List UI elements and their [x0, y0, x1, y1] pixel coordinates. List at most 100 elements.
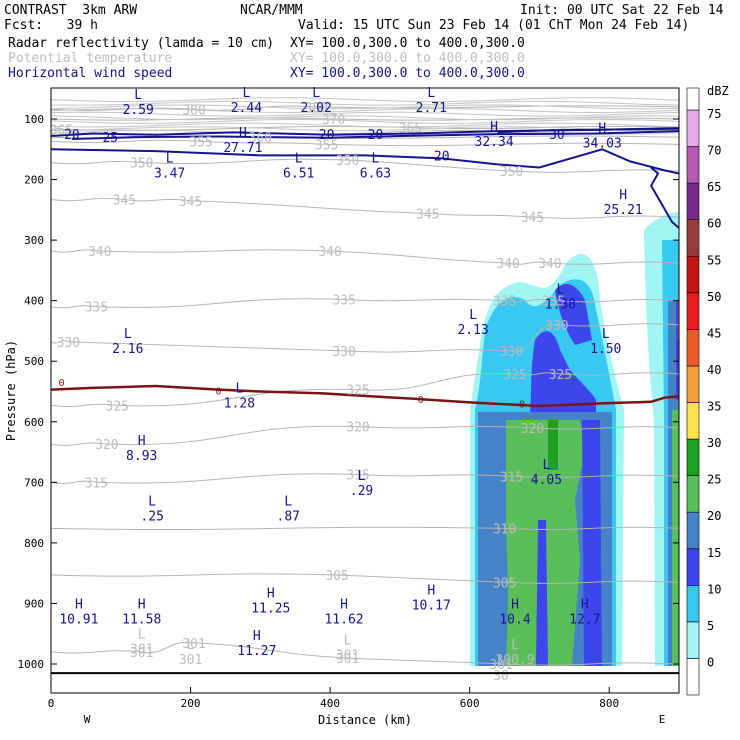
theta-label: 330: [332, 345, 355, 360]
reflectivity-shading: [470, 212, 679, 667]
wind-extremum-marker: L: [556, 282, 564, 297]
wind-extremum-marker: L: [242, 86, 250, 101]
colorbar-swatch: [686, 511, 700, 550]
wind-extremum-marker: H: [619, 188, 627, 203]
colorbar-swatch: [686, 548, 700, 586]
wind-label: 30: [549, 128, 565, 143]
colorbar-tick-label: 20: [707, 509, 721, 523]
theta-label: 335: [85, 301, 108, 316]
theta-extremum-marker: L: [187, 638, 195, 653]
plot-frame: [50, 87, 680, 694]
x-tick-label: 600: [460, 697, 480, 710]
theta-extremum-marker: L: [511, 638, 519, 653]
colorbar-swatch: [686, 585, 700, 623]
theta-label: 315: [85, 476, 108, 491]
theta-extremum-marker: L: [138, 628, 146, 643]
wind-extremum-marker: H: [490, 120, 498, 135]
theta-contour-325: [51, 372, 679, 408]
colorbar-swatch: [686, 402, 700, 440]
wind-contour-25: [71, 130, 679, 140]
freezing-level-label: 0: [215, 386, 221, 397]
colorbar-swatch: [686, 475, 700, 513]
field-wind-name: Horizontal wind speed: [8, 66, 173, 81]
colorbar-swatch: [686, 255, 700, 294]
wind-extremum-marker: L: [543, 458, 551, 473]
theta-contour-320: [51, 425, 679, 446]
y-axis-label: Pressure (hPa): [4, 340, 18, 441]
theta-label: 340: [318, 245, 341, 260]
wind-extremum-value: 10.17: [412, 598, 451, 613]
wind-extremum-marker: L: [295, 152, 303, 167]
wind-extremum-marker: L: [372, 152, 380, 167]
theta-band-line: [51, 115, 679, 121]
theta-extremum-value: 301: [130, 643, 153, 658]
theta-band-line: [51, 126, 679, 132]
theta-band-line: [51, 108, 679, 114]
wind-extremum-value: 11.62: [324, 612, 363, 627]
wind-extremum-marker: H: [581, 597, 589, 612]
colorbar-swatch: [686, 438, 700, 476]
theta-label: 320: [95, 438, 118, 453]
wind-extremum-marker: L: [284, 494, 292, 509]
theta-label: 355: [315, 138, 338, 153]
wind-label: 20: [368, 128, 384, 143]
theta-label: 365: [399, 121, 422, 136]
theta-contour-301: [51, 641, 679, 666]
theta-label: 325: [346, 384, 369, 399]
x-tick-label: 0: [48, 697, 55, 710]
colorbar-tick-label: 75: [707, 107, 721, 121]
wind-extremum-value: 2.16: [112, 342, 143, 357]
colorbar-swatch: [686, 219, 700, 257]
theta-extremum-value: 30: [493, 669, 509, 684]
theta-label: 345: [416, 207, 439, 222]
field-wind-xy: XY= 100.0,300.0 to 400.0,300.0: [290, 66, 525, 81]
theta-label: 380: [304, 101, 327, 116]
theta-extremum-marker: L: [497, 654, 505, 669]
y-tick-label: 900: [24, 597, 44, 610]
echo-15dbz-streak: [536, 520, 548, 666]
wind-extremum-value: 6.63: [360, 167, 391, 182]
wind-extremum-value: 25.21: [604, 203, 643, 218]
theta-label: 345: [521, 211, 544, 226]
theta-label: 330: [500, 345, 523, 360]
theta-contour-345: [51, 197, 679, 219]
wind-label: 20: [319, 128, 335, 143]
colorbar: 0 5 10 15 20 25 30 35 40 45 50 55 60 65 70 75 dBZ: [686, 84, 729, 696]
echo-15dbz-core: [530, 331, 596, 412]
freezing-level-path: [51, 384, 679, 408]
colorbar-swatch: [686, 292, 700, 330]
colorbar-units: dBZ: [707, 84, 729, 98]
wind-extremum-marker: L: [148, 494, 156, 509]
y-tick-label: 400: [24, 295, 44, 308]
init-time: Init: 00 UTC Sat 22 Feb 14: [520, 3, 724, 18]
echo-30dbz: [548, 420, 558, 470]
y-tick-label: 600: [24, 416, 44, 429]
theta-label: 335: [332, 293, 355, 308]
wind-extremum-value: 2.59: [123, 103, 154, 118]
echo-15dbz-strip: [582, 420, 602, 666]
y-tick-label: 700: [24, 476, 44, 489]
wind-extremum-value: 6.51: [283, 167, 314, 182]
wind-extremum-value: 2.13: [457, 323, 488, 338]
theta-label: 350: [500, 165, 523, 180]
colorbar-tick-label: 70: [707, 144, 721, 158]
wind-label: 20: [64, 128, 80, 143]
wind-extremum-marker: H: [267, 586, 275, 601]
theta-contour-315: [51, 473, 679, 484]
y-tick-label: 100: [24, 113, 44, 126]
wind-extremum-value: 11.27: [237, 644, 276, 659]
upper-theta-band: [51, 97, 679, 135]
wind-extremum-value: 2.44: [231, 101, 262, 116]
field-theta-xy: XY= 100.0,300.0 to 400.0,300.0: [290, 51, 525, 66]
theta-contour-310: [51, 526, 679, 531]
colorbar-tick-label: 25: [707, 473, 721, 487]
theta-label: 320: [346, 421, 369, 436]
theta-contour-330: [51, 323, 679, 353]
theta-label: 305: [493, 576, 516, 591]
colorbar-swatch: [686, 621, 700, 659]
colorbar-swatch: [686, 146, 700, 184]
theta-contour-335: [51, 298, 679, 309]
wind-label: 20: [434, 149, 450, 164]
